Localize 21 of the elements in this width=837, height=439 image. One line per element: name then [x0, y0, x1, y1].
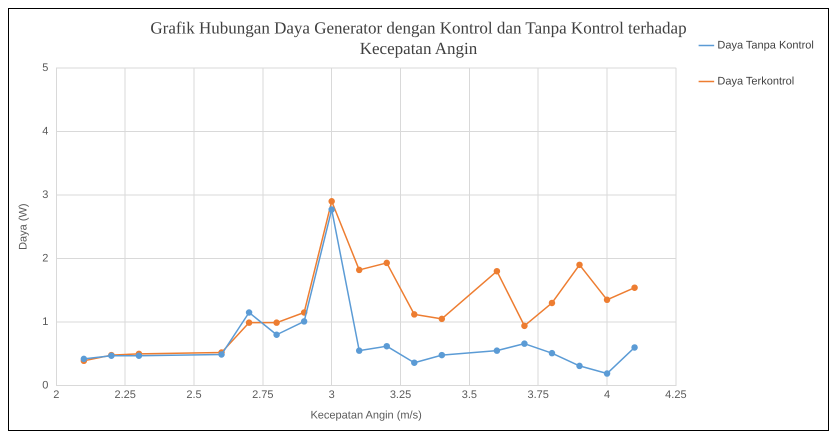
x-tick-label: 3.75 [527, 389, 549, 402]
y-tick-label: 4 [42, 125, 48, 138]
x-tick-label: 3.5 [462, 389, 478, 402]
x-tick-label: 3 [328, 389, 335, 402]
x-tick-label: 4 [604, 389, 610, 402]
y-tick-label: 1 [42, 316, 48, 328]
chart-title: Grafik Hubungan Daya Generator dengan Kontrol dan Tanpa Kontrol terhadap Kecepatan Angin [150, 18, 687, 58]
x-tick-label: 4.25 [665, 389, 687, 402]
x-tick-label: 2.5 [186, 389, 202, 402]
y-tick-label: 5 [42, 62, 48, 74]
y-tick-label: 2 [42, 252, 48, 265]
legend-label: Daya Tanpa Kontrol [717, 40, 814, 52]
x-tick-label: 2.25 [114, 389, 136, 402]
x-tick-label: 3.25 [390, 389, 412, 402]
x-tick-label: 2.75 [252, 389, 274, 402]
x-axis-title: Kecepatan Angin (m/s) [310, 409, 422, 422]
y-tick-label: 0 [42, 380, 48, 392]
y-axis-title: Daya (W) [18, 203, 30, 250]
y-tick-label: 3 [42, 188, 48, 201]
legend-label: Daya Terkontrol [717, 76, 794, 88]
x-tick-label: 2 [53, 389, 60, 402]
